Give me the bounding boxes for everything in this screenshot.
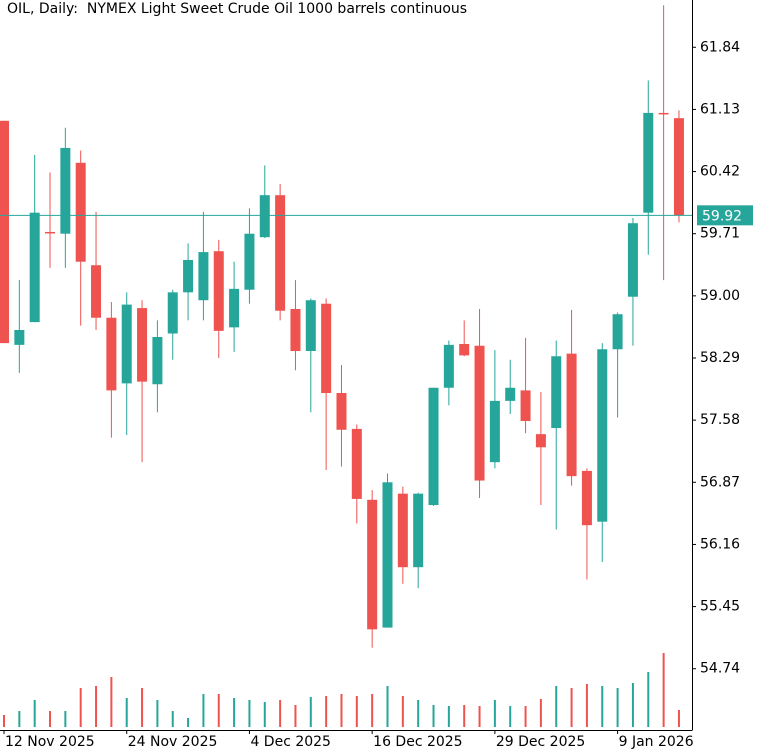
candle-body — [428, 387, 439, 506]
candle-body — [29, 212, 40, 323]
y-tick-label: 56.87 — [700, 474, 740, 490]
candle-body — [290, 308, 301, 351]
candle-body — [658, 112, 669, 115]
candle-body — [321, 303, 332, 394]
candle-body — [443, 344, 454, 388]
candle-body — [259, 195, 270, 238]
y-tick-label: 60.42 — [700, 164, 740, 180]
x-tick-label: 9 Jan 2026 — [619, 734, 694, 750]
y-tick-label: 59.71 — [700, 226, 740, 242]
candle-body — [612, 314, 623, 350]
y-tick-label: 61.13 — [700, 101, 740, 117]
x-tick-label: 24 Nov 2025 — [128, 734, 218, 750]
candle-body — [397, 493, 408, 568]
candle-body — [520, 390, 531, 422]
candle-body — [213, 251, 224, 331]
candle-body — [474, 345, 485, 481]
y-tick-label: 57.58 — [700, 412, 740, 428]
y-tick-label: 61.84 — [700, 39, 740, 55]
candle-body — [505, 387, 516, 401]
candle-body — [581, 470, 592, 526]
candle-body — [137, 308, 148, 382]
candle-body — [489, 400, 500, 463]
candle-body — [367, 499, 378, 630]
candle-body — [183, 259, 194, 293]
candle-body — [60, 147, 71, 234]
y-tick-label: 59.00 — [700, 288, 740, 304]
candle-body — [597, 349, 608, 522]
candle-body — [382, 482, 393, 628]
y-tick-label: 54.74 — [700, 661, 740, 677]
candle-body — [45, 231, 56, 234]
candle-body — [121, 304, 132, 384]
candle-body — [198, 252, 209, 301]
candle-body — [643, 112, 654, 213]
candle-body — [627, 223, 638, 297]
last-price-label: 59.92 — [702, 208, 742, 224]
candle-body — [566, 353, 577, 477]
y-tick-label: 58.29 — [700, 350, 740, 366]
y-tick-label: 56.16 — [700, 536, 740, 552]
candle-body — [14, 329, 25, 345]
candle-body — [336, 393, 347, 430]
candle-body — [551, 356, 562, 429]
last-price-box — [697, 205, 753, 226]
plot-area — [0, 5, 684, 727]
candle-body — [535, 434, 546, 448]
chart-title: OIL, Daily: NYMEX Light Sweet Crude Oil … — [7, 1, 467, 17]
candle-body — [459, 343, 470, 356]
candle-body — [229, 288, 240, 328]
candle-body — [244, 233, 255, 290]
candle-body — [673, 118, 684, 216]
candle-body — [106, 317, 117, 391]
candle-body — [305, 300, 316, 351]
candle-body — [0, 120, 9, 344]
y-tick-label: 55.45 — [700, 599, 740, 615]
x-tick-label: 4 Dec 2025 — [250, 734, 331, 750]
candle-body — [152, 336, 163, 385]
candle-body — [413, 493, 424, 568]
x-tick-label: 12 Nov 2025 — [5, 734, 95, 750]
candle-body — [91, 265, 102, 318]
x-tick-label: 16 Dec 2025 — [373, 734, 462, 750]
candle-body — [351, 428, 362, 499]
candle-body — [167, 292, 178, 334]
candle-body — [275, 195, 286, 311]
x-tick-label: 29 Dec 2025 — [496, 734, 585, 750]
candle-body — [75, 162, 86, 262]
